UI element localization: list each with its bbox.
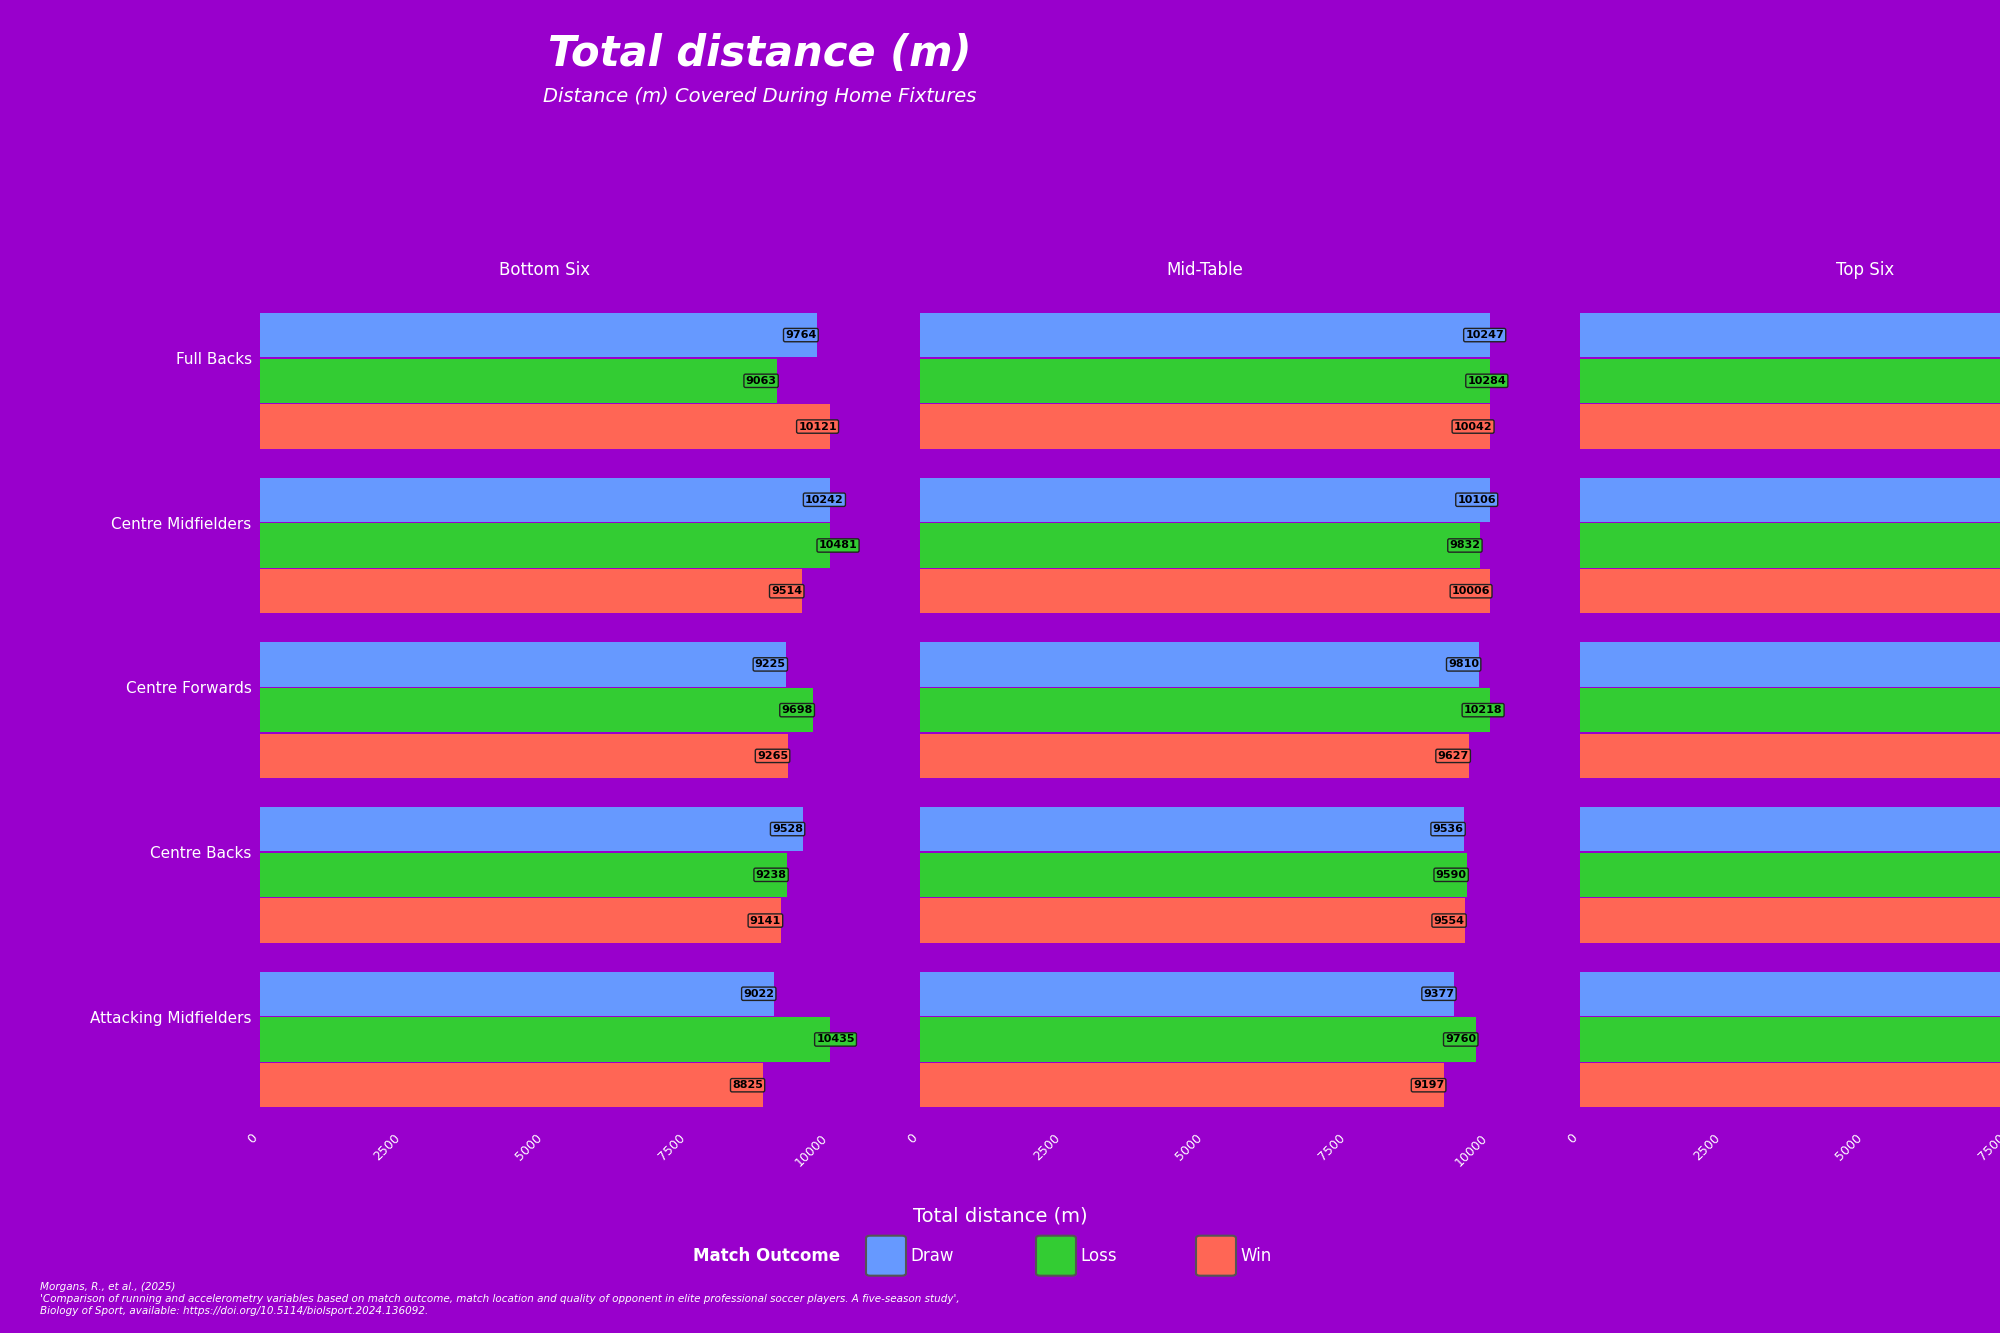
- Bar: [260, 972, 774, 1016]
- Bar: [1580, 806, 2000, 852]
- Bar: [1580, 477, 2000, 523]
- Text: 10006: 10006: [1452, 587, 1490, 596]
- Bar: [1580, 853, 2000, 897]
- Text: 9590: 9590: [1436, 870, 1466, 880]
- Bar: [920, 853, 1466, 897]
- Bar: [1580, 1017, 2000, 1061]
- Bar: [260, 643, 786, 686]
- Bar: [260, 569, 802, 613]
- Text: 9063: 9063: [746, 376, 776, 385]
- Text: 9197: 9197: [1412, 1080, 1444, 1090]
- Bar: [920, 313, 1504, 357]
- Text: 10042: 10042: [1454, 421, 1492, 432]
- Bar: [260, 1017, 854, 1061]
- Text: 9627: 9627: [1438, 750, 1468, 761]
- Bar: [260, 853, 786, 897]
- Text: Loss: Loss: [1080, 1246, 1116, 1265]
- Text: 8825: 8825: [732, 1080, 764, 1090]
- Bar: [260, 313, 816, 357]
- Bar: [260, 477, 844, 523]
- Bar: [260, 733, 788, 778]
- Bar: [260, 524, 858, 568]
- Text: 10435: 10435: [816, 1034, 854, 1045]
- Text: 9554: 9554: [1434, 916, 1464, 925]
- Text: 9528: 9528: [772, 824, 804, 834]
- Bar: [1580, 733, 2000, 778]
- Bar: [260, 688, 812, 732]
- Text: 9265: 9265: [756, 750, 788, 761]
- Text: 9514: 9514: [772, 587, 802, 596]
- Text: 9832: 9832: [1450, 540, 1480, 551]
- Bar: [1580, 359, 2000, 403]
- Bar: [920, 898, 1464, 942]
- Text: 9698: 9698: [782, 705, 812, 714]
- Text: 9536: 9536: [1432, 824, 1464, 834]
- Text: 9022: 9022: [744, 989, 774, 998]
- Text: 10121: 10121: [798, 421, 836, 432]
- Bar: [1580, 569, 2000, 613]
- Text: Win: Win: [1240, 1246, 1272, 1265]
- Text: Distance (m) Covered During Home Fixtures: Distance (m) Covered During Home Fixture…: [544, 87, 976, 105]
- Bar: [920, 688, 1502, 732]
- Text: 9760: 9760: [1446, 1034, 1476, 1045]
- Text: 10284: 10284: [1468, 376, 1506, 385]
- Text: 10218: 10218: [1464, 705, 1502, 714]
- Text: 10242: 10242: [806, 495, 844, 505]
- Bar: [260, 1062, 764, 1108]
- Bar: [1580, 972, 2000, 1016]
- Bar: [260, 806, 804, 852]
- Bar: [1580, 688, 2000, 732]
- Bar: [1580, 313, 2000, 357]
- Bar: [260, 404, 836, 449]
- Text: 10247: 10247: [1466, 331, 1504, 340]
- Text: 9810: 9810: [1448, 660, 1480, 669]
- Text: Match Outcome: Match Outcome: [692, 1246, 840, 1265]
- Title: Top Six: Top Six: [1836, 261, 1894, 280]
- Text: Morgans, R., et al., (2025)
'Comparison of running and accelerometry variables b: Morgans, R., et al., (2025) 'Comparison …: [40, 1282, 960, 1316]
- Text: Total distance (m): Total distance (m): [548, 33, 972, 76]
- Text: 9377: 9377: [1424, 989, 1454, 998]
- Text: 9764: 9764: [786, 331, 816, 340]
- Text: 9225: 9225: [754, 660, 786, 669]
- Text: 9238: 9238: [756, 870, 786, 880]
- Bar: [920, 569, 1490, 613]
- Bar: [260, 359, 776, 403]
- Bar: [260, 898, 782, 942]
- Bar: [920, 477, 1496, 523]
- Bar: [1580, 1062, 2000, 1108]
- Bar: [920, 524, 1480, 568]
- Text: 10481: 10481: [818, 540, 858, 551]
- Bar: [920, 404, 1492, 449]
- Text: Total distance (m): Total distance (m): [912, 1206, 1088, 1225]
- Bar: [1580, 404, 2000, 449]
- Bar: [920, 972, 1454, 1016]
- Title: Bottom Six: Bottom Six: [500, 261, 590, 280]
- Bar: [1580, 898, 2000, 942]
- Bar: [920, 643, 1480, 686]
- Text: 10106: 10106: [1458, 495, 1496, 505]
- Bar: [920, 1062, 1444, 1108]
- Text: 9141: 9141: [750, 916, 782, 925]
- Text: Draw: Draw: [910, 1246, 954, 1265]
- Title: Mid-Table: Mid-Table: [1166, 261, 1244, 280]
- Bar: [920, 733, 1468, 778]
- Bar: [920, 359, 1506, 403]
- Bar: [920, 806, 1464, 852]
- Bar: [920, 1017, 1476, 1061]
- Bar: [1580, 643, 2000, 686]
- Bar: [1580, 524, 2000, 568]
